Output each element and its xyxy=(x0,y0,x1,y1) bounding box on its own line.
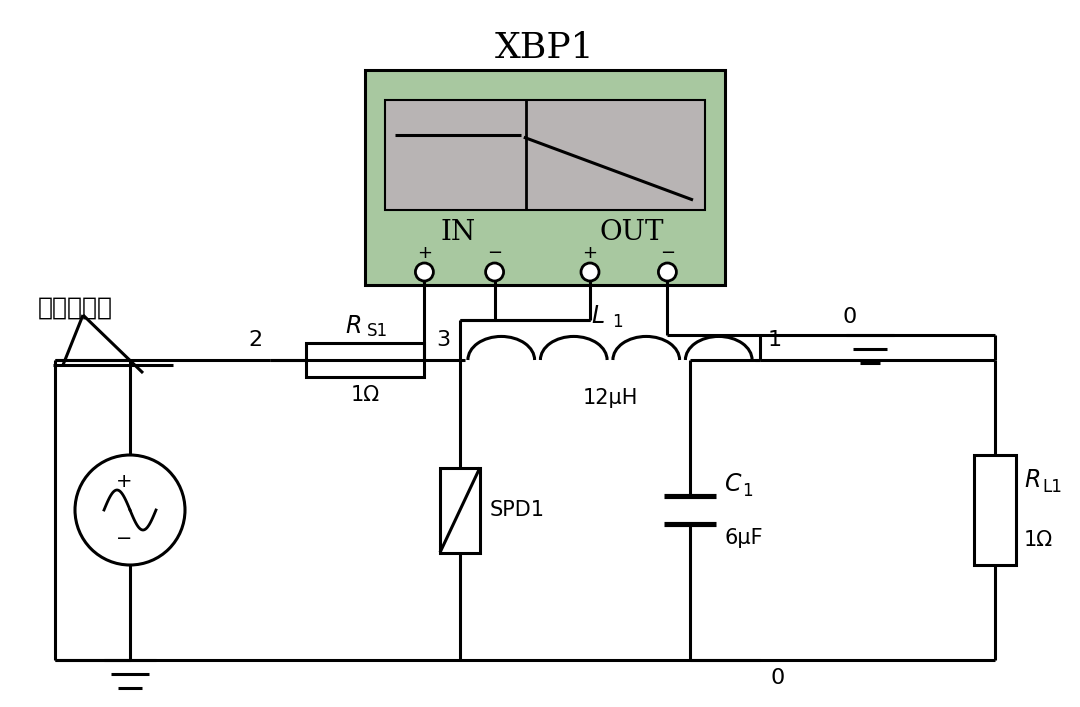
Text: 12μH: 12μH xyxy=(582,388,637,408)
Circle shape xyxy=(416,263,433,281)
Text: OUT: OUT xyxy=(599,219,663,247)
Text: 2: 2 xyxy=(248,330,262,350)
Text: +: + xyxy=(417,244,432,262)
Circle shape xyxy=(659,263,676,281)
Text: $R$: $R$ xyxy=(345,314,361,338)
Bar xyxy=(365,70,725,285)
Text: IN: IN xyxy=(441,219,476,247)
Text: +: + xyxy=(116,472,132,491)
Text: −: − xyxy=(487,244,502,262)
Text: XBP1: XBP1 xyxy=(496,31,595,65)
Text: −: − xyxy=(116,529,132,548)
Bar xyxy=(974,455,1016,565)
Text: 1: 1 xyxy=(768,330,782,350)
Text: S1: S1 xyxy=(367,322,388,340)
Text: 0: 0 xyxy=(842,307,858,327)
Text: 6μF: 6μF xyxy=(724,528,762,548)
Text: SPD1: SPD1 xyxy=(490,500,545,520)
Circle shape xyxy=(75,455,185,565)
Bar xyxy=(384,100,705,210)
Text: 1: 1 xyxy=(612,313,623,332)
Text: 1Ω: 1Ω xyxy=(1024,530,1053,550)
Text: +: + xyxy=(582,244,597,262)
Text: −: − xyxy=(660,244,675,262)
Text: L1: L1 xyxy=(1042,478,1062,496)
Text: 1: 1 xyxy=(742,482,753,500)
Text: 模拟雷电波: 模拟雷电波 xyxy=(38,296,113,320)
Bar xyxy=(440,467,480,552)
Text: 0: 0 xyxy=(770,668,785,688)
Text: $C$: $C$ xyxy=(724,472,742,496)
Circle shape xyxy=(486,263,503,281)
Text: 3: 3 xyxy=(436,330,450,350)
Text: $R$: $R$ xyxy=(1024,468,1040,492)
Text: $L$: $L$ xyxy=(591,305,605,329)
Bar xyxy=(306,343,424,377)
Circle shape xyxy=(581,263,599,281)
Text: 1Ω: 1Ω xyxy=(350,385,379,405)
